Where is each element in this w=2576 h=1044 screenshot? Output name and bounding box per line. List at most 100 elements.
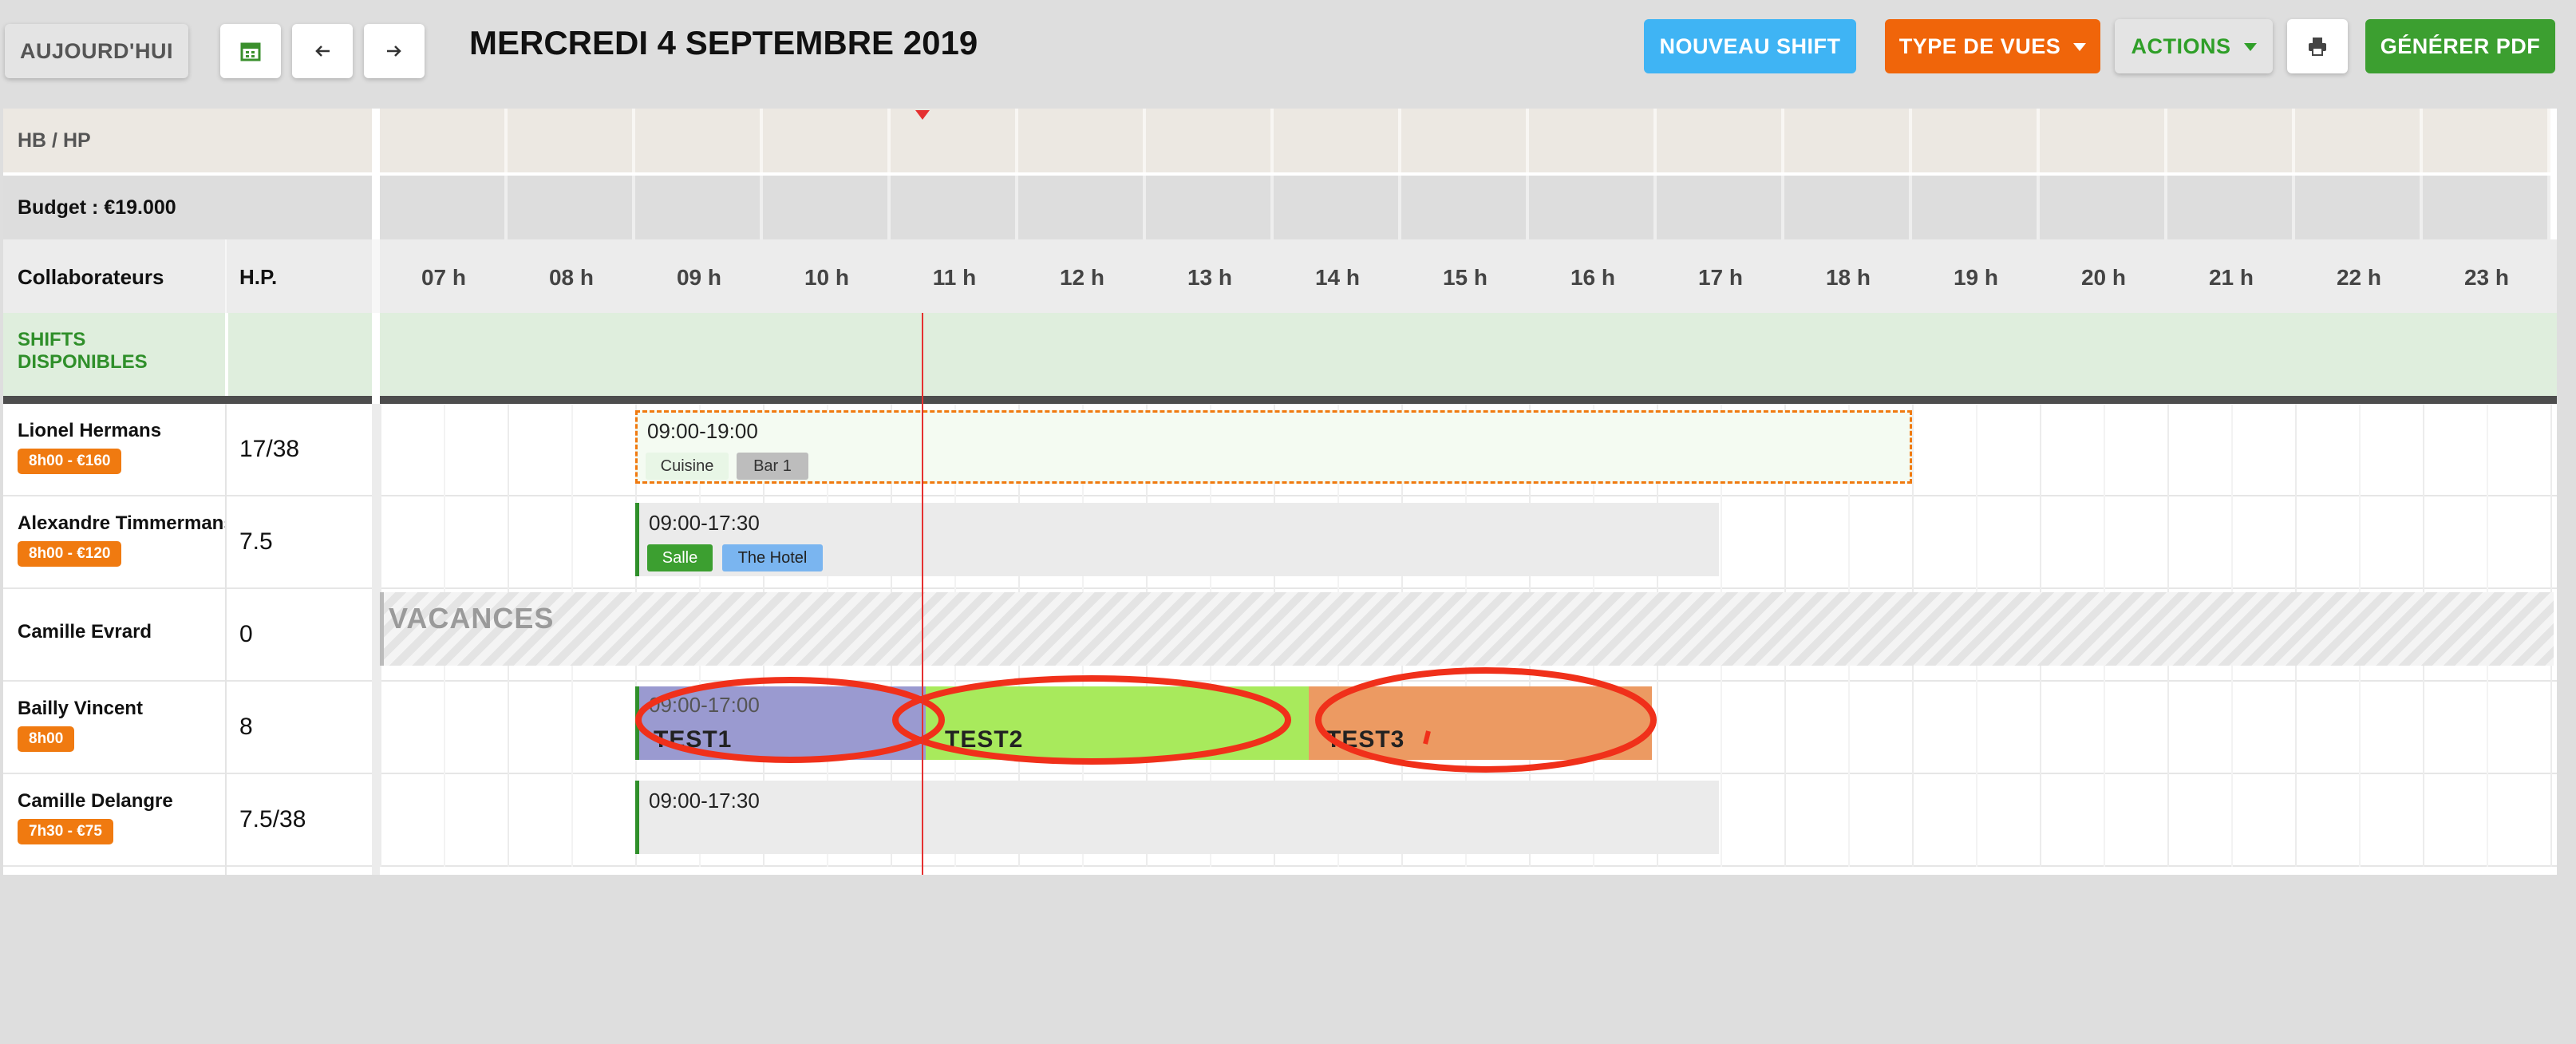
hour-header: 23 h (2463, 265, 2510, 290)
budget-cell (508, 176, 635, 239)
hbhp-cell (1146, 109, 1274, 172)
segment-label: TEST3 (1326, 726, 1405, 753)
previous-day-button[interactable] (292, 24, 353, 78)
budget-cell (2167, 176, 2295, 239)
hbhp-cell (1912, 109, 2040, 172)
hp-value: 7.5/38 (239, 806, 306, 832)
new-shift-button[interactable]: NOUVEAU SHIFT (1644, 19, 1856, 73)
shift-time: 09:00-17:30 (649, 789, 760, 813)
hour-header: 15 h (1442, 265, 1488, 290)
hour-header: 20 h (2080, 265, 2127, 290)
hour-header: 19 h (1953, 265, 1999, 290)
budget-cell (1146, 176, 1274, 239)
budget-label: Budget : €19.000 (18, 196, 176, 219)
shift-tag: Bar 1 (737, 453, 808, 480)
print-button[interactable] (2287, 19, 2348, 73)
employee-name[interactable]: Alexandre Timmermans (18, 512, 227, 534)
shift-tag: The Hotel (722, 544, 823, 571)
hour-header: 10 h (804, 265, 850, 290)
hbhp-cell (2295, 109, 2423, 172)
budget-cell (635, 176, 763, 239)
budget-cell (380, 176, 508, 239)
hours-cost-badge: 8h00 - €120 (18, 541, 122, 567)
hbhp-cell (2423, 109, 2550, 172)
budget-cell (2423, 176, 2550, 239)
hbhp-cell (1018, 109, 1146, 172)
arrow-left-icon (315, 45, 330, 57)
shift-tag: Salle (647, 544, 713, 571)
hour-header: 21 h (2208, 265, 2254, 290)
hour-header: 11 h (932, 265, 977, 290)
hours-cost-badge: 7h30 - €75 (18, 819, 113, 844)
hour-header: 12 h (1059, 265, 1105, 290)
hbhp-cell (763, 109, 891, 172)
hours-cost-badge: 8h00 - €160 (18, 449, 122, 474)
absence-block[interactable]: VACANCES (380, 592, 2554, 666)
shift-block[interactable]: 09:00-17:30 Salle The Hotel (635, 503, 1719, 576)
hbhp-cell (2040, 109, 2167, 172)
arrow-right-icon (387, 45, 401, 57)
planning-grid: HB / HP Budget : €19.000 Collaborateurs … (3, 109, 2557, 875)
budget-cell (1018, 176, 1146, 239)
shift-segment[interactable]: TEST3 (1309, 686, 1652, 760)
budget-cell (2295, 176, 2423, 239)
hbhp-cell (635, 109, 763, 172)
budget-cell (891, 176, 1018, 239)
hbhp-cell (508, 109, 635, 172)
shift-segment[interactable]: 09:00-17:00 TEST1 (635, 686, 926, 760)
hbhp-cell (1274, 109, 1401, 172)
hp-value: 8 (239, 714, 253, 740)
available-shifts-row: SHIFTS DISPONIBLES (3, 313, 2557, 396)
hour-header: 09 h (676, 265, 722, 290)
hour-header: 07 h (421, 265, 467, 290)
today-button[interactable]: AUJOURD'HUI (5, 24, 188, 78)
shift-block[interactable]: 09:00-19:00 Cuisine Bar 1 (635, 410, 1912, 484)
actions-label: ACTIONS (2131, 34, 2231, 58)
hbhp-cell (1657, 109, 1784, 172)
calendar-icon (240, 42, 261, 61)
shift-block[interactable]: 09:00-17:30 (635, 781, 1719, 854)
chevron-down-icon (2243, 43, 2257, 51)
hour-header: 08 h (548, 265, 595, 290)
employee-name[interactable]: Camille Delangre (18, 790, 173, 812)
next-day-button[interactable] (364, 24, 425, 78)
actions-dropdown[interactable]: ACTIONS (2115, 19, 2273, 73)
view-types-label: TYPE DE VUES (1898, 34, 2061, 58)
shift-segment[interactable]: TEST2 (926, 686, 1309, 760)
hbhp-label: HB / HP (18, 129, 91, 152)
hour-header: 14 h (1314, 265, 1361, 290)
view-types-dropdown[interactable]: TYPE DE VUES (1885, 19, 2100, 73)
hp-value: 17/38 (239, 436, 300, 462)
hbhp-row: HB / HP (3, 109, 2557, 172)
generate-pdf-button[interactable]: GÉNÉRER PDF (2365, 19, 2555, 73)
hour-header: 22 h (2336, 265, 2382, 290)
employee-name[interactable]: Bailly Vincent (18, 698, 143, 719)
employee-name[interactable]: Lionel Hermans (18, 420, 162, 441)
budget-cell (763, 176, 891, 239)
budget-cell (1784, 176, 1912, 239)
hour-header: 16 h (1570, 265, 1616, 290)
hp-header: H.P. (239, 265, 278, 289)
hbhp-cell (380, 109, 508, 172)
shift-time: 09:00-19:00 (647, 419, 758, 443)
hour-header: 13 h (1187, 265, 1233, 290)
budget-cell (2040, 176, 2167, 239)
employee-name[interactable]: Camille Evrard (18, 621, 152, 643)
hbhp-cell (891, 109, 1018, 172)
absence-label: VACANCES (389, 602, 555, 635)
hp-value: 7.5 (239, 528, 273, 555)
hp-value: 0 (239, 621, 253, 647)
hours-cost-badge: 8h00 (18, 726, 75, 752)
page-title: MERCREDI 4 SEPTEMBRE 2019 (469, 24, 978, 61)
budget-row: Budget : €19.000 (3, 176, 2557, 239)
header-row: Collaborateurs H.P. (3, 239, 2557, 313)
budget-cell (1657, 176, 1784, 239)
hbhp-cell (1401, 109, 1529, 172)
hbhp-cell (2167, 109, 2295, 172)
shift-tag: Cuisine (646, 453, 729, 480)
available-shifts-label: SHIFTS DISPONIBLES (18, 329, 148, 373)
budget-cell (1912, 176, 2040, 239)
budget-cell (1529, 176, 1657, 239)
budget-cell (1401, 176, 1529, 239)
calendar-button[interactable] (220, 24, 281, 78)
